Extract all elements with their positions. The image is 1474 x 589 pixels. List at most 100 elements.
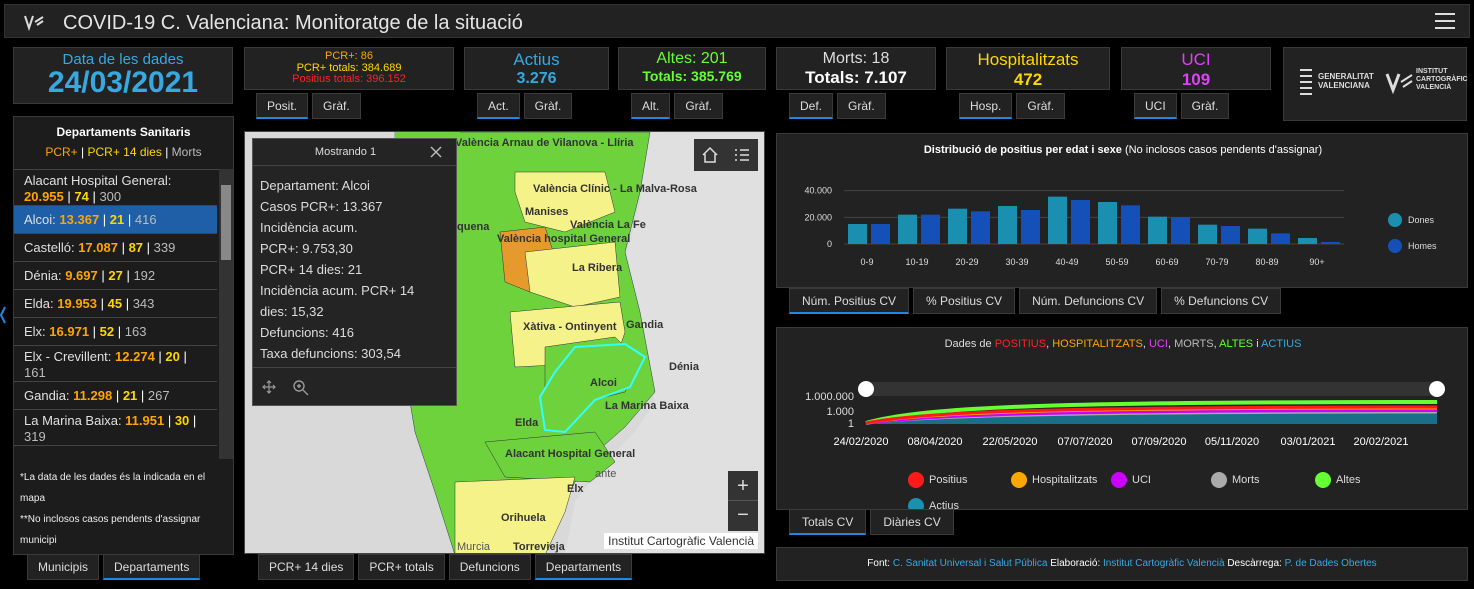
dept-list-scrollbar[interactable] xyxy=(219,169,233,459)
dept-list-item[interactable]: Castelló: 17.087 | 87 | 339 xyxy=(14,234,217,262)
tab-map-defuncions[interactable]: Defuncions xyxy=(448,554,531,580)
title-part: , xyxy=(1167,338,1175,350)
tab-def[interactable]: Def. xyxy=(789,93,834,119)
tab-map-pcr-totals[interactable]: PCR+ totals xyxy=(358,554,445,580)
sep: | xyxy=(164,413,175,428)
tab-map-pcr14[interactable]: PCR+ 14 dies xyxy=(258,554,355,580)
tab-alt-graf[interactable]: Gràf. xyxy=(674,93,724,119)
dept-pcr14: 20 xyxy=(165,349,180,364)
legend-label[interactable]: Positius xyxy=(929,474,968,486)
legend-homes: Homes xyxy=(1408,241,1437,251)
map-label: Alcoi xyxy=(590,377,617,389)
zoom-to-icon[interactable] xyxy=(293,380,309,396)
series-line xyxy=(865,400,1438,425)
tab-num-defuncions[interactable]: Núm. Defuncions CV xyxy=(1019,288,1158,314)
tab-uci-graf[interactable]: Gràf. xyxy=(1180,93,1230,119)
legend-list-icon[interactable] xyxy=(733,146,751,164)
x-tick-label: 60-69 xyxy=(1155,257,1178,267)
dept-list[interactable]: Alacant Hospital General: 20.955 | 74 | … xyxy=(14,169,219,459)
tab-diaries-cv[interactable]: Diàries CV xyxy=(870,509,954,535)
x-tick-label: 22/05/2020 xyxy=(982,436,1037,448)
x-tick-label: 24/02/2020 xyxy=(833,436,888,448)
collapse-left-icon[interactable] xyxy=(0,305,6,325)
tab-hosp[interactable]: Hosp. xyxy=(959,93,1013,119)
hamburger-menu-icon[interactable] xyxy=(1435,13,1455,29)
tab-pct-positius[interactable]: % Positius CV xyxy=(913,288,1016,314)
x-tick-label: 50-59 xyxy=(1105,257,1128,267)
gva-text-2: VALENCIANA xyxy=(1318,81,1370,90)
zoom-in-button[interactable]: + xyxy=(728,471,758,501)
bar-dones xyxy=(1148,216,1167,244)
tab-totals-cv[interactable]: Totals CV xyxy=(789,509,867,535)
title-part: HOSPITALITZATS xyxy=(1052,338,1143,350)
sep: | xyxy=(97,268,109,283)
legend-label[interactable]: Actius xyxy=(929,500,959,510)
legend-dot[interactable] xyxy=(908,498,924,509)
footer-desc-link[interactable]: P. de Dades Obertes xyxy=(1284,558,1377,569)
legend-dot[interactable] xyxy=(908,472,924,488)
legend-dot[interactable] xyxy=(1111,472,1127,488)
tab-alt[interactable]: Alt. xyxy=(631,93,671,119)
map-canvas[interactable] xyxy=(245,132,765,554)
age-sex-chart-panel: Distribució de positius per edat i sexe … xyxy=(776,133,1468,288)
dept-list-item[interactable]: Elda: 19.953 | 45 | 343 xyxy=(14,290,217,318)
legend-dot[interactable] xyxy=(1315,472,1331,488)
dept-list-item[interactable]: Alcoi: 13.367 | 21 | 416 xyxy=(14,206,217,234)
dept-list-item[interactable]: Dénia: 9.697 | 27 | 192 xyxy=(14,262,217,290)
altes-value: Totals: 385.769 xyxy=(642,68,742,84)
x-tick-label: 03/01/2021 xyxy=(1280,436,1335,448)
legend-label[interactable]: Altes xyxy=(1336,474,1361,486)
footer-elab-link[interactable]: Institut Cartogràfic Valencià xyxy=(1103,558,1225,569)
dept-list-item[interactable]: Alacant Hospital General: 20.955 | 74 | … xyxy=(14,170,217,206)
tab-municipis[interactable]: Municipis xyxy=(27,554,100,580)
note-pending: **No inclosos casos pendents d'assignar … xyxy=(20,514,201,546)
title-part: ALTES xyxy=(1219,338,1254,350)
legend-label[interactable]: Hospitalitzats xyxy=(1032,474,1098,486)
tab-pcr-graf[interactable]: Gràf. xyxy=(312,93,361,119)
tab-departaments[interactable]: Departaments xyxy=(103,554,201,580)
tab-map-departaments[interactable]: Departaments xyxy=(534,554,633,580)
dept-morts: 161 xyxy=(24,365,46,380)
dept-pcr: 20.955 xyxy=(24,189,64,204)
bar-dones xyxy=(1298,238,1317,244)
home-icon[interactable] xyxy=(701,146,719,164)
dept-list-item[interactable]: Gandia: 11.298 | 21 | 267 xyxy=(14,382,217,410)
map-label: Manises xyxy=(525,206,569,218)
tab-act[interactable]: Act. xyxy=(477,93,520,119)
dept-list-item[interactable]: La Marina Baixa: 11.951 | 30 | 319 xyxy=(14,410,217,446)
dept-list-item[interactable]: Elx - Crevillent: 12.274 | 20 | 161 xyxy=(14,346,217,382)
legend-dot[interactable] xyxy=(1211,472,1227,488)
tab-def-graf[interactable]: Gràf. xyxy=(837,93,886,119)
tab-pct-defuncions[interactable]: % Defuncions CV xyxy=(1161,288,1282,314)
zoom-out-button[interactable]: − xyxy=(737,504,749,526)
dept-pcr14: 27 xyxy=(108,268,123,283)
close-icon[interactable] xyxy=(430,146,442,158)
bar-homes xyxy=(1321,242,1340,244)
morts-value: Totals: 7.107 xyxy=(805,68,907,87)
date-card: Data de les dades 24/03/2021 xyxy=(13,47,233,104)
popup-line: Departament: Alcoi xyxy=(260,178,370,193)
legend-label[interactable]: UCI xyxy=(1132,474,1151,486)
move-icon[interactable] xyxy=(262,380,276,394)
range-slider-track xyxy=(866,382,1437,396)
x-tick-label: 70-79 xyxy=(1205,257,1228,267)
popup-line: Casos PCR+: 13.367 xyxy=(260,199,383,214)
dept-list-item[interactable]: Elx: 16.971 | 52 | 163 xyxy=(14,318,217,346)
legend-label[interactable]: Morts xyxy=(1232,474,1260,486)
footer-font-link[interactable]: C. Sanitat Universal i Salut Pública xyxy=(892,558,1048,569)
sep: | xyxy=(88,189,100,204)
tab-num-positius[interactable]: Núm. Positius CV xyxy=(789,288,910,314)
actius-card: Actius 3.276 xyxy=(464,47,609,90)
sep: | xyxy=(137,388,148,403)
legend-dot[interactable] xyxy=(1011,472,1027,488)
dept-pcr: 16.971 xyxy=(49,324,90,339)
tab-posit[interactable]: Posit. xyxy=(256,93,309,119)
map-label: València La Fe xyxy=(570,219,646,231)
popup-line: Defuncions: 416 xyxy=(260,325,354,340)
tab-act-graf[interactable]: Gràf. xyxy=(523,93,573,119)
map-view[interactable]: València Arnau de Vilanova - Llíria Valè… xyxy=(244,131,765,554)
tab-uci[interactable]: UCI xyxy=(1134,93,1177,119)
title-part: MORTS xyxy=(1174,338,1214,350)
dept-legend: PCR+ | PCR+ 14 dies | Morts xyxy=(14,145,233,159)
tab-hosp-graf[interactable]: Gràf. xyxy=(1016,93,1066,119)
